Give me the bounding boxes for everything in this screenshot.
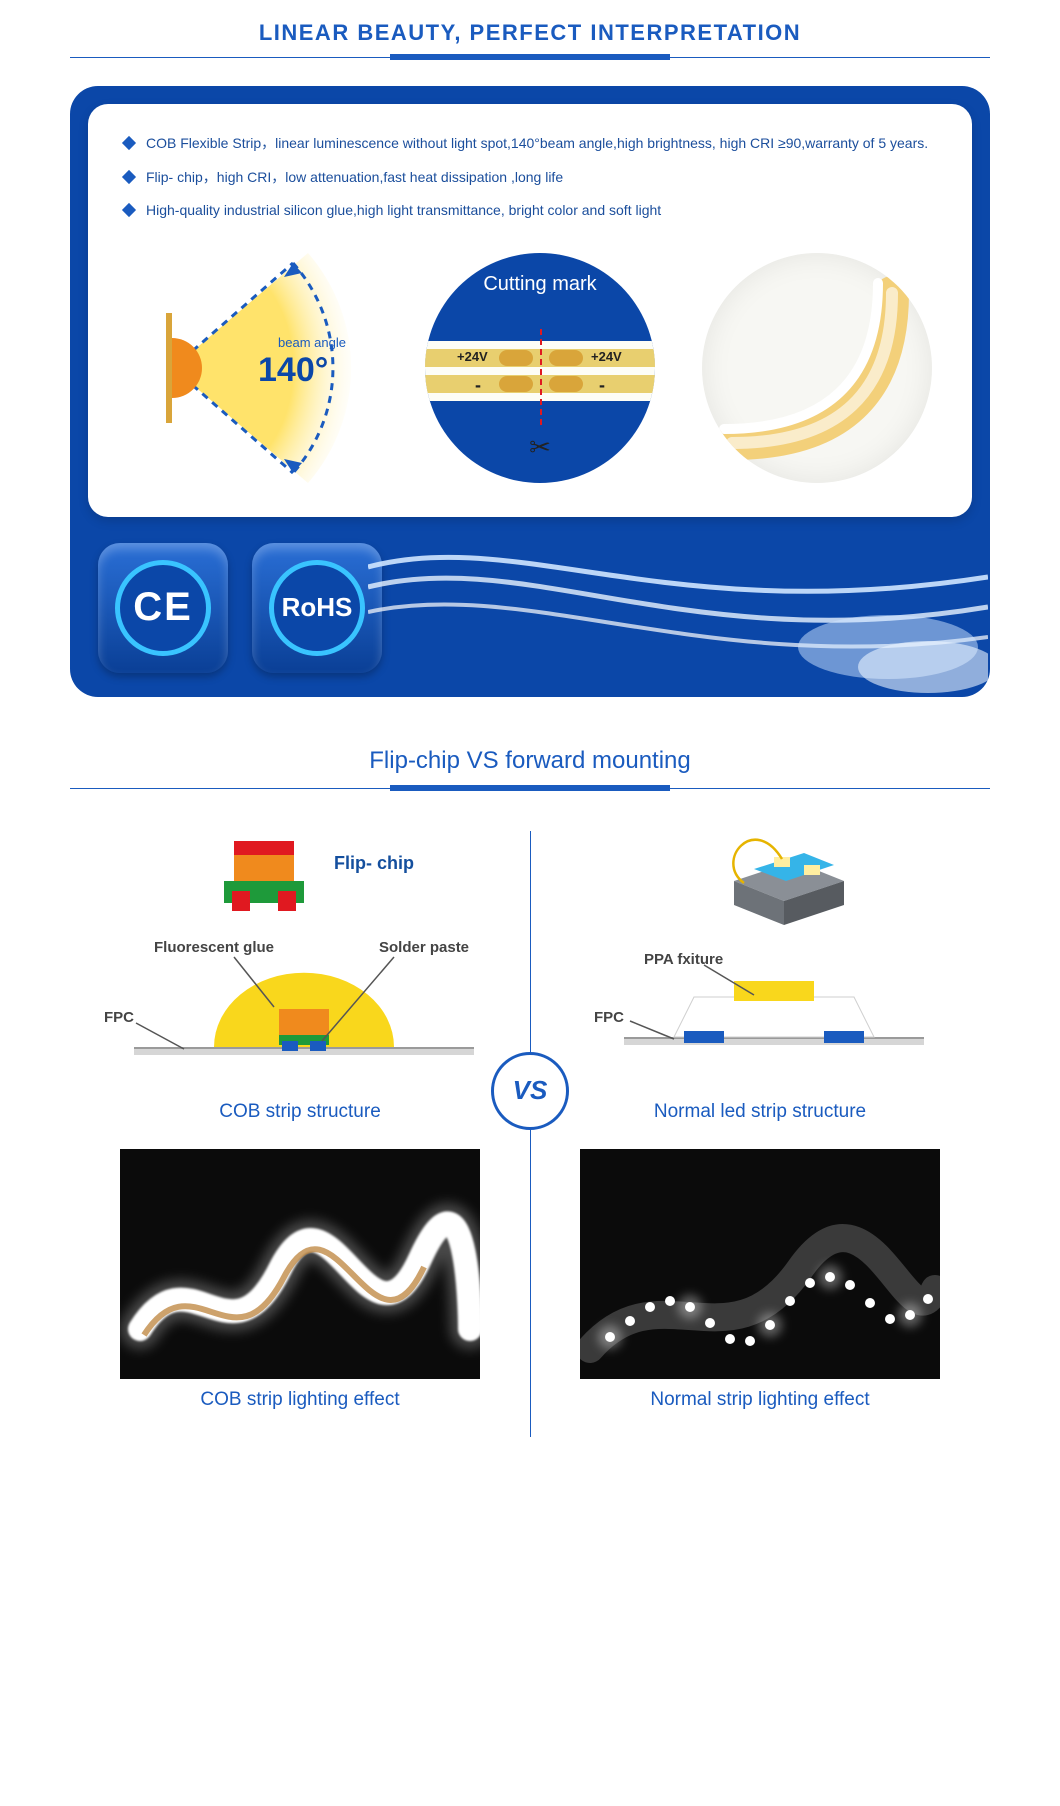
feature-bullets: COB Flexible Strip，linear luminescence w… (124, 134, 942, 221)
light-streak-icon (368, 517, 988, 697)
section1-title: LINEAR BEAUTY, PERFECT INTERPRETATION (70, 20, 990, 46)
voltage-label-left: +24V (457, 349, 488, 364)
diamond-icon (122, 170, 136, 184)
bullet-text: Flip- chip，high CRI，low attenuation,fast… (146, 169, 563, 185)
strip-bend-illustration (702, 253, 932, 483)
cob-lighting-photo (120, 1149, 480, 1379)
scissor-icon: ✂ (529, 432, 551, 463)
ce-badge: CE (98, 543, 228, 673)
bullet-item: Flip- chip，high CRI，low attenuation,fast… (124, 168, 942, 188)
left-column: Flip- chip Fluorescent glue Solder paste… (70, 831, 530, 1437)
section1-hr (70, 54, 990, 60)
cob-lighting-caption: COB strip lighting effect (200, 1389, 399, 1411)
voltage-label-right: +24V (591, 349, 622, 364)
diamond-icon (122, 203, 136, 217)
section2-title: Flip-chip VS forward mounting (70, 747, 990, 775)
bullet-text: COB Flexible Strip，linear luminescence w… (146, 135, 928, 151)
feature-panel: COB Flexible Strip，linear luminescence w… (70, 86, 990, 697)
bullet-item: COB Flexible Strip，linear luminescence w… (124, 134, 942, 154)
cutting-mark-title: Cutting mark (425, 273, 655, 296)
rohs-badge-text: RoHS (282, 592, 353, 623)
neg-label-left: - (475, 375, 481, 396)
vertical-divider (530, 831, 531, 1437)
right-column: PPA fxiture FPC (530, 831, 990, 1437)
rohs-badge: RoHS (252, 543, 382, 673)
beam-angle-diagram: beam angle 140° (128, 243, 378, 493)
beam-angle-value: 140° (258, 351, 328, 390)
beam-angle-label: beam angle (278, 335, 346, 350)
cob-structure-caption: COB strip structure (219, 1101, 381, 1123)
feature-card: COB Flexible Strip，linear luminescence w… (88, 104, 972, 517)
flip-chip-label: Flip- chip (334, 853, 414, 874)
normal-lighting-photo (580, 1149, 940, 1379)
ce-badge-text: CE (133, 585, 193, 630)
neg-label-right: - (599, 375, 605, 396)
section2-hr (70, 785, 990, 791)
cutting-mark-diagram: Cutting mark +24V +24V - - ✂ (425, 253, 655, 483)
diamond-icon (122, 136, 136, 150)
cut-line (540, 329, 542, 425)
bullet-text: High-quality industrial silicon glue,hig… (146, 202, 661, 218)
normal-structure-caption: Normal led strip structure (654, 1101, 866, 1123)
bullet-item: High-quality industrial silicon glue,hig… (124, 201, 942, 221)
cob-structure-diagram: Flip- chip Fluorescent glue Solder paste… (94, 831, 506, 1091)
normal-lighting-caption: Normal strip lighting effect (650, 1389, 869, 1411)
normal-structure-diagram: PPA fxiture FPC (554, 831, 966, 1091)
